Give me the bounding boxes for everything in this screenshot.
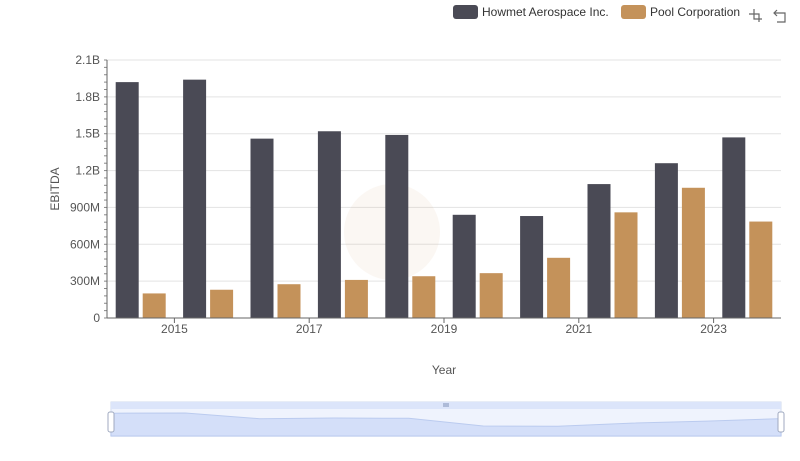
legend-swatch bbox=[621, 5, 646, 19]
bar-howmet-2022[interactable] bbox=[654, 163, 678, 318]
bar-howmet-2021[interactable] bbox=[587, 184, 611, 318]
bar-pool-2016[interactable] bbox=[277, 284, 301, 318]
legend-item-howmet[interactable]: Howmet Aerospace Inc. bbox=[453, 5, 609, 19]
x-tick-label: 2017 bbox=[296, 322, 323, 336]
legend-swatch bbox=[453, 5, 478, 19]
zoom-icon[interactable] bbox=[748, 8, 764, 24]
bar-howmet-2018[interactable] bbox=[385, 134, 409, 318]
bar-howmet-2019[interactable] bbox=[452, 214, 476, 318]
data-zoom-handle-right[interactable] bbox=[777, 411, 785, 433]
y-tick-label: 600M bbox=[70, 237, 100, 251]
bar-pool-2017[interactable] bbox=[344, 279, 368, 318]
bar-pool-2023[interactable] bbox=[749, 221, 773, 318]
bar-pool-2022[interactable] bbox=[681, 187, 705, 318]
legend-label: Pool Corporation bbox=[650, 5, 740, 19]
legend-item-pool[interactable]: Pool Corporation bbox=[621, 5, 740, 19]
y-tick-label: 1.8B bbox=[75, 90, 100, 104]
y-tick-label: 2.1B bbox=[75, 53, 100, 67]
y-tick-label: 1.5B bbox=[75, 127, 100, 141]
y-tick-label: 0 bbox=[93, 311, 100, 325]
bar-howmet-2020[interactable] bbox=[520, 216, 544, 318]
data-zoom-handle-left[interactable] bbox=[107, 411, 115, 433]
bar-howmet-2016[interactable] bbox=[250, 138, 274, 318]
bars bbox=[115, 79, 773, 319]
x-tick-label: 2021 bbox=[565, 322, 592, 336]
restore-icon[interactable] bbox=[772, 8, 788, 24]
bar-pool-2020[interactable] bbox=[547, 257, 571, 318]
bar-howmet-2023[interactable] bbox=[722, 137, 746, 318]
bar-howmet-2017[interactable] bbox=[317, 131, 341, 318]
x-tick-label: 2019 bbox=[431, 322, 458, 336]
data-zoom-slider[interactable] bbox=[107, 401, 785, 437]
bar-pool-2018[interactable] bbox=[412, 276, 436, 318]
legend-label: Howmet Aerospace Inc. bbox=[482, 5, 609, 19]
x-tick-label: 2015 bbox=[161, 322, 188, 336]
y-tick-label: 1.2B bbox=[75, 164, 100, 178]
bar-pool-2021[interactable] bbox=[614, 212, 638, 318]
x-axis-title: Year bbox=[432, 363, 456, 377]
bar-howmet-2014[interactable] bbox=[115, 82, 139, 318]
y-axis-title: EBITDA bbox=[48, 167, 62, 210]
axes: 0 300M 600M 900M 1.2B 1.5B 1.8B 2.1B 2015 2017 201… bbox=[70, 53, 781, 336]
data-zoom-move-grip[interactable] bbox=[443, 403, 449, 407]
bar-pool-2019[interactable] bbox=[479, 273, 503, 318]
y-tick-label: 300M bbox=[70, 274, 100, 288]
bar-pool-2014[interactable] bbox=[142, 293, 166, 318]
legend: Howmet Aerospace Inc. Pool Corporation bbox=[453, 5, 740, 19]
grid bbox=[107, 59, 781, 319]
bar-howmet-2015[interactable] bbox=[183, 79, 207, 319]
bar-pool-2015[interactable] bbox=[210, 289, 234, 318]
y-tick-label: 900M bbox=[70, 200, 100, 214]
x-tick-label: 2023 bbox=[700, 322, 727, 336]
